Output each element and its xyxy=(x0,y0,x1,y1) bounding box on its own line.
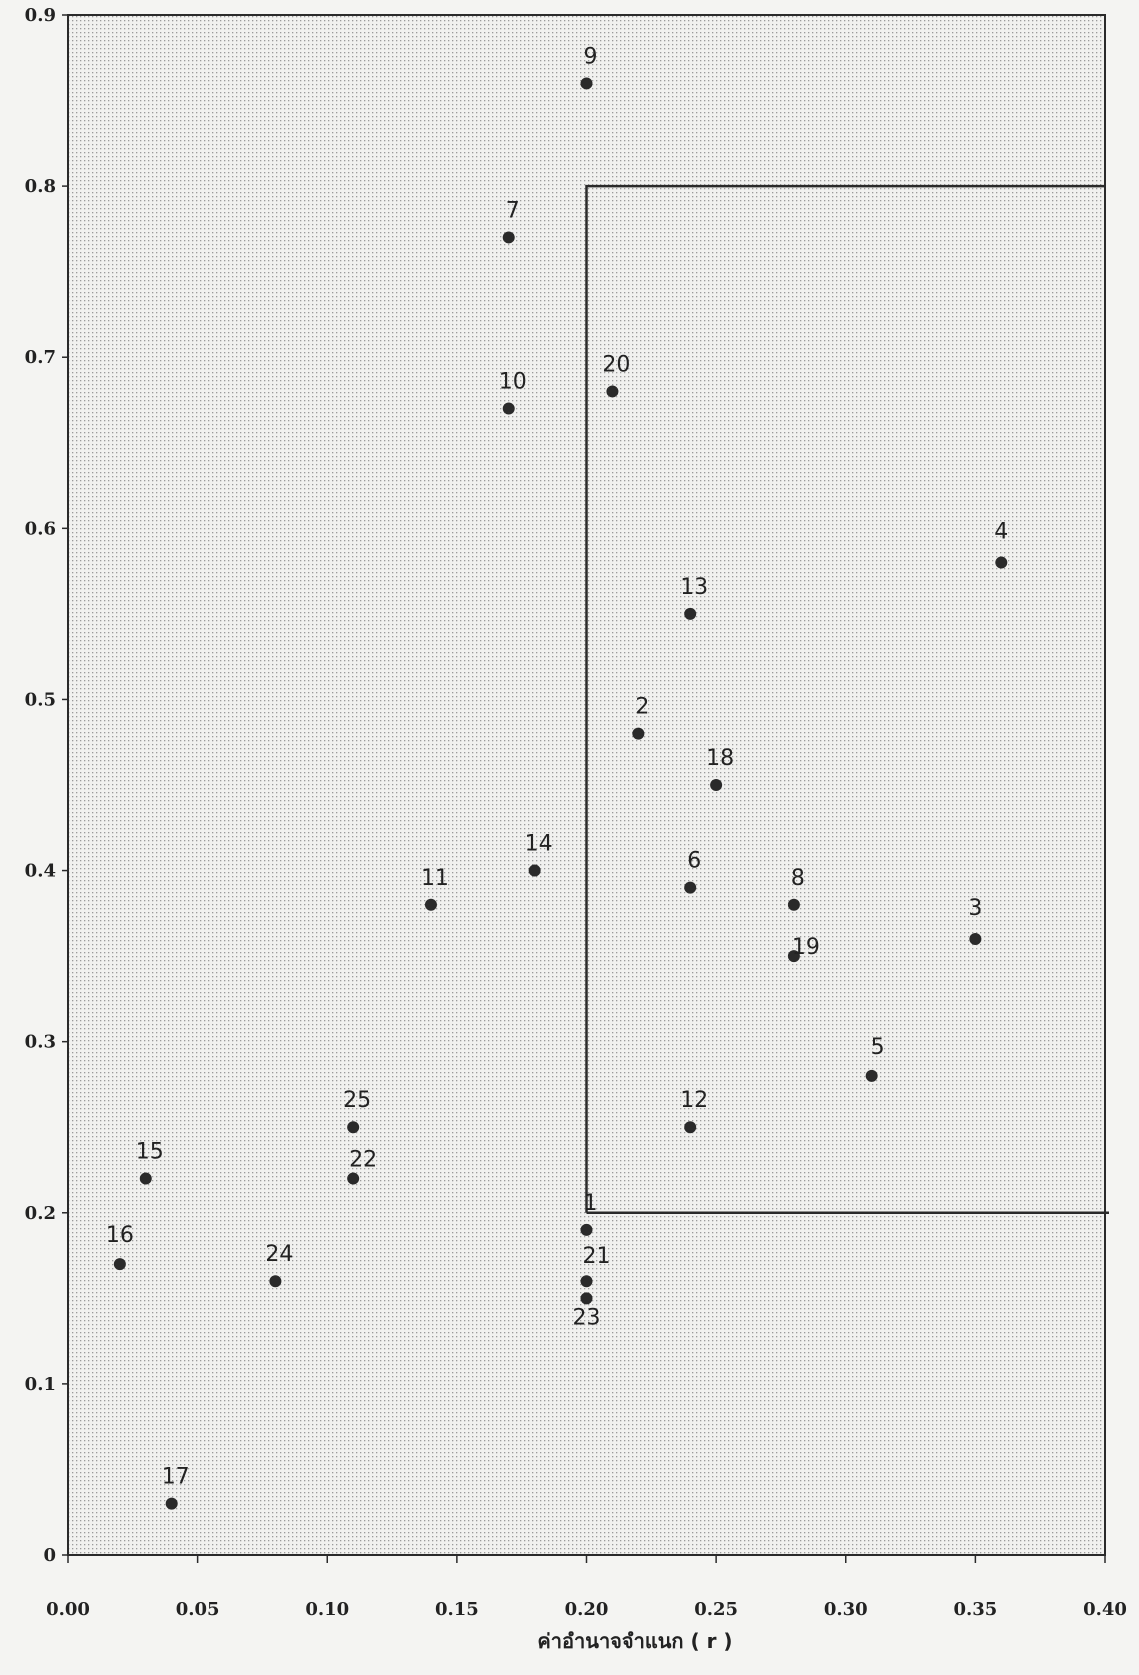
x-tick-label: 0.20 xyxy=(565,1599,609,1620)
point-label-23: 23 xyxy=(573,1305,601,1330)
data-point-17 xyxy=(165,1497,178,1510)
data-point-2 xyxy=(632,727,645,740)
y-tick-label: 0.1 xyxy=(25,1374,56,1395)
data-point-19 xyxy=(787,950,800,963)
x-tick-label: 0.05 xyxy=(176,1599,220,1620)
x-axis-title: ค่าอำนาจจำแนก ( r ) xyxy=(537,1629,732,1653)
point-label-18: 18 xyxy=(706,746,734,771)
point-label-20: 20 xyxy=(602,352,630,377)
point-label-8: 8 xyxy=(791,866,805,891)
region-boundary xyxy=(585,184,1105,1213)
y-tick-label: 0.4 xyxy=(25,861,56,882)
data-point-8 xyxy=(787,898,800,911)
data-point-15 xyxy=(139,1172,152,1185)
data-point-18 xyxy=(710,779,723,791)
x-tick-label: 0.40 xyxy=(1083,1599,1127,1620)
data-point-4 xyxy=(995,556,1008,569)
point-label-19: 19 xyxy=(792,935,820,960)
point-label-24: 24 xyxy=(265,1242,293,1267)
y-tick-label: 0.3 xyxy=(25,1032,56,1053)
x-tick-label: 0.00 xyxy=(46,1599,90,1620)
x-tick-label: 0.15 xyxy=(435,1599,479,1620)
data-point-14 xyxy=(528,864,541,877)
data-point-9 xyxy=(580,77,593,90)
x-tick-label: 0.30 xyxy=(824,1599,868,1620)
x-tick-label: 0.25 xyxy=(694,1599,738,1620)
data-point-16 xyxy=(113,1258,126,1271)
data-point-25 xyxy=(347,1121,360,1134)
data-point-12 xyxy=(684,1121,697,1134)
point-label-4: 4 xyxy=(994,520,1008,545)
point-label-2: 2 xyxy=(635,695,649,720)
point-label-5: 5 xyxy=(871,1035,885,1060)
data-point-10 xyxy=(502,402,515,415)
y-tick-label: 0.7 xyxy=(25,347,56,368)
point-label-6: 6 xyxy=(687,849,701,874)
point-label-17: 17 xyxy=(162,1465,190,1490)
y-tick-label: 0.8 xyxy=(25,176,56,197)
data-point-20 xyxy=(606,385,619,398)
point-label-14: 14 xyxy=(525,832,553,857)
y-tick-label: 0.9 xyxy=(25,5,56,26)
point-label-22: 22 xyxy=(349,1148,377,1173)
point-label-13: 13 xyxy=(680,575,708,600)
point-label-21: 21 xyxy=(583,1244,611,1269)
y-tick-label: 0.5 xyxy=(25,689,56,710)
data-point-3 xyxy=(969,933,982,945)
data-point-21 xyxy=(580,1275,593,1288)
point-label-11: 11 xyxy=(421,866,449,891)
point-label-9: 9 xyxy=(584,44,598,69)
y-tick-label: 0.2 xyxy=(25,1203,56,1224)
x-tick-label: 0.35 xyxy=(953,1599,997,1620)
point-label-12: 12 xyxy=(680,1088,708,1113)
data-point-7 xyxy=(502,231,515,244)
point-label-7: 7 xyxy=(506,198,520,223)
data-point-1 xyxy=(580,1223,593,1236)
data-point-13 xyxy=(684,607,697,620)
point-label-15: 15 xyxy=(136,1140,164,1165)
y-tick-label: 0 xyxy=(43,1545,56,1566)
data-point-11 xyxy=(424,898,437,911)
data-point-24 xyxy=(269,1275,282,1288)
data-point-23 xyxy=(580,1292,593,1305)
point-label-25: 25 xyxy=(343,1088,371,1113)
point-label-3: 3 xyxy=(968,896,982,921)
x-tick-label: 0.10 xyxy=(305,1599,349,1620)
data-point-6 xyxy=(684,881,697,894)
point-label-16: 16 xyxy=(106,1223,134,1248)
point-label-10: 10 xyxy=(499,370,527,395)
data-point-5 xyxy=(865,1069,878,1082)
y-tick-label: 0.6 xyxy=(25,518,56,539)
point-label-1: 1 xyxy=(584,1191,598,1216)
data-point-22 xyxy=(347,1172,360,1185)
